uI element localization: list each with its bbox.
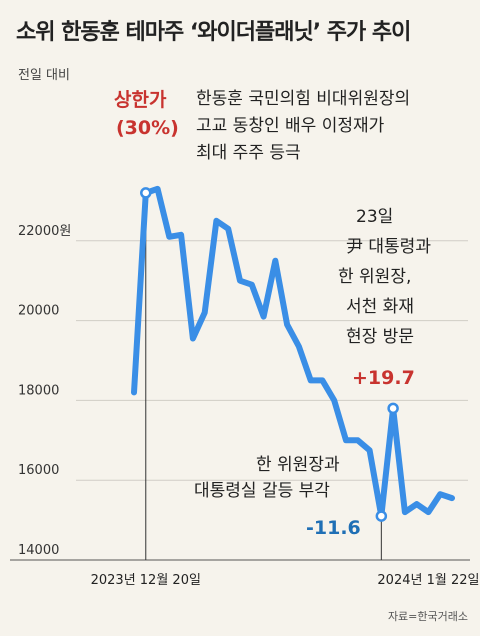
annotation-0-line-0: 한동훈 국민의힘 비대위원장의 bbox=[196, 89, 410, 109]
annotation-guides bbox=[145, 197, 382, 560]
grid-lines bbox=[10, 240, 470, 561]
marker-point-21 bbox=[375, 510, 388, 522]
series-line bbox=[131, 185, 455, 520]
annotation-2-value: -11.6 bbox=[306, 517, 361, 539]
y-tick-label-1: 16000 bbox=[18, 463, 59, 478]
annotation-1-value: +19.7 bbox=[352, 367, 415, 389]
annotation-2-line-0: 한 위원장과 bbox=[256, 455, 340, 475]
x-tick-label-0: 2023년 12월 20일 bbox=[91, 573, 201, 588]
annotation-1-line-3: 서천 화재 bbox=[346, 297, 414, 317]
chart-title: 소위 한동훈 테마주 ‘와이더플래닛’ 주가 추이 bbox=[16, 20, 411, 45]
annotation-2-line-1: 대통령실 갈등 부각 bbox=[194, 481, 330, 501]
y-tick-label-3: 20000 bbox=[18, 304, 59, 319]
annotation-1-line-2: 한 위원장, bbox=[338, 267, 411, 287]
y-tick-label-0: 14000 bbox=[18, 543, 59, 558]
y-tick-label-2: 18000 bbox=[18, 383, 59, 398]
annotation-1-line-0: 23일 bbox=[356, 207, 393, 227]
price-series bbox=[131, 185, 455, 522]
y-tick-label-4: 22000원 bbox=[18, 224, 71, 239]
annotation-1-line-1: 尹 대통령과 bbox=[346, 237, 431, 257]
annotation-0-line-1: 고교 동창인 배우 이정재가 bbox=[196, 116, 385, 136]
annotation-0-headline: 상한가 bbox=[114, 89, 167, 111]
source-note: 자료=한국거래소 bbox=[387, 610, 468, 623]
chart-subtitle: 전일 대비 bbox=[18, 68, 70, 83]
marker-point-22 bbox=[387, 402, 399, 415]
annotation-0-line-2: 최대 주주 등극 bbox=[196, 143, 301, 163]
x-tick-label-1: 2024년 1월 22일 bbox=[377, 573, 479, 588]
y-tick-labels: 14000 16000 18000 20000 22000원 bbox=[18, 224, 71, 558]
annotation-1-line-4: 현장 방문 bbox=[346, 327, 414, 347]
x-tick-labels: 2023년 12월 20일 2024년 1월 22일 bbox=[91, 573, 480, 588]
marker-point-1 bbox=[140, 187, 152, 199]
annotation-0-value: (30%) bbox=[116, 117, 179, 139]
